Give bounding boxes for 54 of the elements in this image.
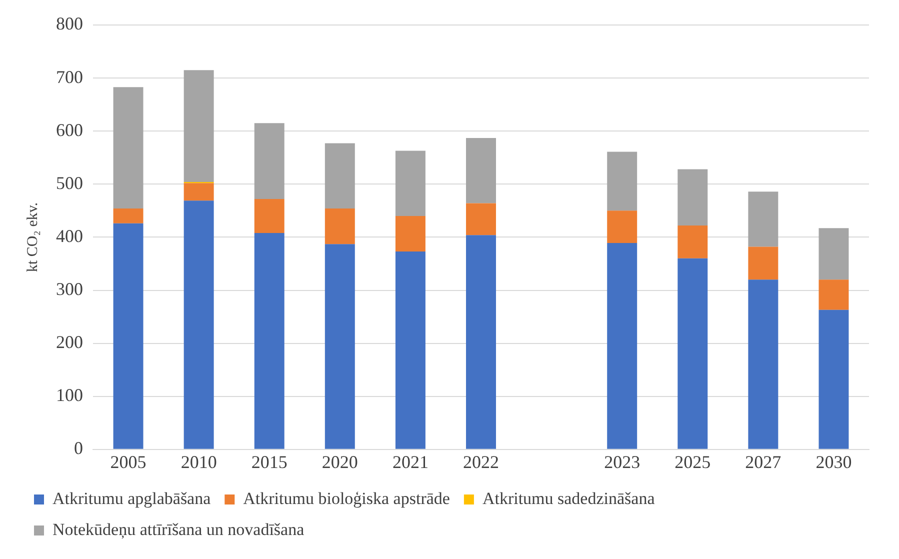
bar: [395, 252, 426, 449]
bar: [113, 208, 144, 224]
y-tick-label: 0: [74, 438, 83, 458]
bar: [607, 243, 638, 449]
bar: [818, 228, 849, 280]
x-tick-label: 2023: [604, 452, 640, 472]
bar: [466, 138, 496, 204]
bar: [254, 232, 284, 449]
bar: [748, 280, 778, 449]
bar: [113, 87, 144, 209]
y-tick-label: 500: [56, 172, 83, 193]
legend-label: Atkritumu bioloģiska apstrāde: [243, 488, 450, 508]
x-tick-label: 2020: [322, 452, 358, 472]
bar: [113, 223, 144, 449]
legend-label: Atkritumu sadedzināšana: [482, 488, 656, 508]
bar: [678, 226, 708, 258]
y-tick-label: 600: [56, 120, 83, 140]
y-tick-label: 200: [56, 332, 83, 352]
bar: [184, 183, 214, 201]
x-tick-label: 2030: [816, 452, 852, 472]
bar: [395, 216, 426, 252]
bar: [254, 123, 284, 200]
bar: [324, 244, 355, 449]
y-tick-label: 400: [56, 226, 83, 246]
y-tick-label: 300: [56, 278, 83, 299]
x-tick-label: 2025: [674, 452, 711, 472]
bar: [607, 152, 638, 211]
bar: [678, 169, 708, 226]
bar: [184, 70, 214, 182]
x-tick-label: 2027: [745, 452, 782, 472]
bar: [254, 199, 284, 233]
bar: [466, 203, 496, 236]
bar: [748, 192, 778, 247]
legend-label: Notekūdeņu attīrīšana un novadīšana: [52, 520, 305, 539]
bar: [818, 310, 849, 449]
y-axis-title: kt CO₂ ekv.: [24, 202, 41, 272]
bar: [748, 246, 778, 280]
y-tick-label: 700: [56, 66, 83, 87]
x-tick-label: 2015: [251, 452, 288, 472]
x-tick-label: 2021: [392, 452, 428, 472]
bar: [395, 150, 426, 216]
bar: [818, 280, 849, 310]
bar: [324, 143, 355, 209]
y-tick-label: 100: [56, 385, 83, 406]
bar: [466, 235, 496, 449]
bar: [324, 208, 355, 244]
bar: [678, 258, 708, 449]
x-tick-label: 2005: [110, 452, 146, 472]
y-tick-label: 800: [56, 14, 83, 34]
x-tick-label: 2022: [463, 452, 499, 472]
legend-label: Atkritumu apglabāšana: [52, 488, 212, 508]
bar: [184, 200, 214, 449]
x-tick-label: 2010: [180, 452, 217, 472]
bar: [607, 210, 638, 244]
